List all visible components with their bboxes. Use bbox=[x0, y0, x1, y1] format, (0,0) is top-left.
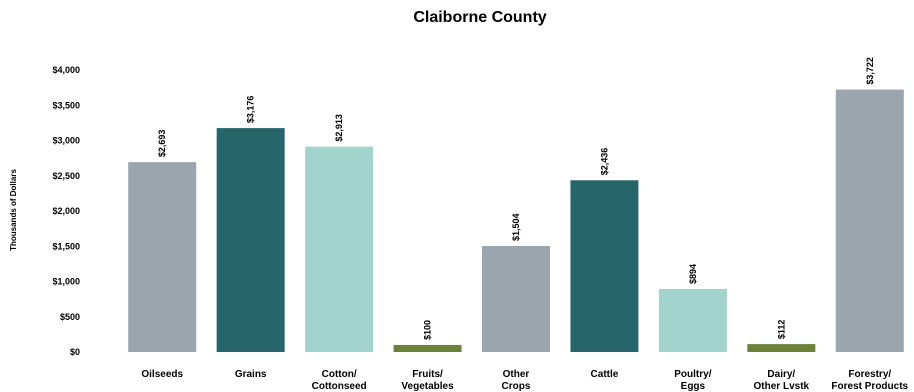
bar bbox=[570, 180, 639, 352]
bar bbox=[747, 344, 816, 352]
y-tick-label: $0 bbox=[70, 347, 80, 357]
y-axis-label: Thousands of Dollars bbox=[9, 169, 18, 251]
data-label: $894 bbox=[688, 264, 698, 284]
bar bbox=[482, 245, 550, 352]
x-tick-label: Crops bbox=[502, 381, 531, 392]
x-tick-label: Oilseeds bbox=[141, 369, 183, 380]
x-tick-label: Poultry/ bbox=[674, 369, 711, 380]
x-tick-label: Eggs bbox=[681, 381, 706, 392]
x-tick-label: Cottonseed bbox=[312, 381, 367, 392]
x-tick-label: Fruits/ bbox=[412, 369, 443, 380]
data-label: $2,913 bbox=[334, 114, 344, 142]
bar bbox=[128, 162, 197, 352]
y-axis-ticks: $0 $500 $1,000 $1,500 $2,000 $2,500 $3,000 $3,5… bbox=[52, 65, 80, 357]
x-tick-label: Forestry/ bbox=[848, 369, 891, 380]
data-label: $1,504 bbox=[511, 213, 521, 241]
data-label: $100 bbox=[423, 320, 433, 340]
data-label: $112 bbox=[776, 320, 786, 340]
x-axis-ticks: Oilseeds Grains Cotton/Cottonseed Fruits/Ve… bbox=[141, 369, 908, 392]
data-label: $3,722 bbox=[865, 57, 875, 85]
y-tick-label: $1,500 bbox=[52, 241, 80, 251]
x-tick-label: Cotton/ bbox=[322, 369, 357, 380]
y-tick-label: $4,000 bbox=[52, 65, 80, 75]
x-tick-label: Dairy/ bbox=[767, 369, 795, 380]
data-labels-group: $2,693 $3,176 $2,913 $100 $1,504 $2,436 $894 $1… bbox=[157, 57, 875, 340]
bar bbox=[835, 89, 904, 352]
y-tick-label: $2,000 bbox=[52, 206, 80, 216]
data-label: $2,693 bbox=[157, 130, 167, 158]
data-label: $2,436 bbox=[599, 148, 609, 176]
y-tick-label: $500 bbox=[60, 312, 80, 322]
x-tick-label: Vegetables bbox=[401, 381, 454, 392]
y-tick-label: $1,000 bbox=[52, 277, 80, 287]
bar bbox=[658, 288, 727, 352]
y-tick-label: $3,000 bbox=[52, 136, 80, 146]
x-tick-label: Other Lvstk bbox=[754, 381, 810, 392]
bar bbox=[216, 128, 285, 352]
x-tick-label: Cattle bbox=[591, 369, 619, 380]
x-tick-label: Other bbox=[503, 369, 530, 380]
bar bbox=[305, 146, 374, 352]
chart-title: Claiborne County bbox=[413, 9, 546, 26]
y-tick-label: $3,500 bbox=[52, 100, 80, 110]
y-tick-label: $2,500 bbox=[52, 171, 80, 181]
bar bbox=[393, 344, 462, 352]
x-tick-label: Forest Products bbox=[831, 381, 908, 392]
x-tick-label: Grains bbox=[235, 369, 267, 380]
data-label: $3,176 bbox=[246, 96, 256, 124]
bars-group bbox=[128, 89, 904, 352]
